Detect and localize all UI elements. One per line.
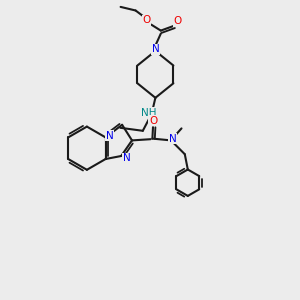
Text: N: N <box>106 131 114 141</box>
Text: O: O <box>142 15 151 25</box>
Text: O: O <box>149 116 157 126</box>
Text: O: O <box>173 16 182 26</box>
Text: N: N <box>123 153 130 164</box>
Text: N: N <box>169 134 176 144</box>
Text: N: N <box>152 44 159 55</box>
Text: NH: NH <box>141 108 157 118</box>
